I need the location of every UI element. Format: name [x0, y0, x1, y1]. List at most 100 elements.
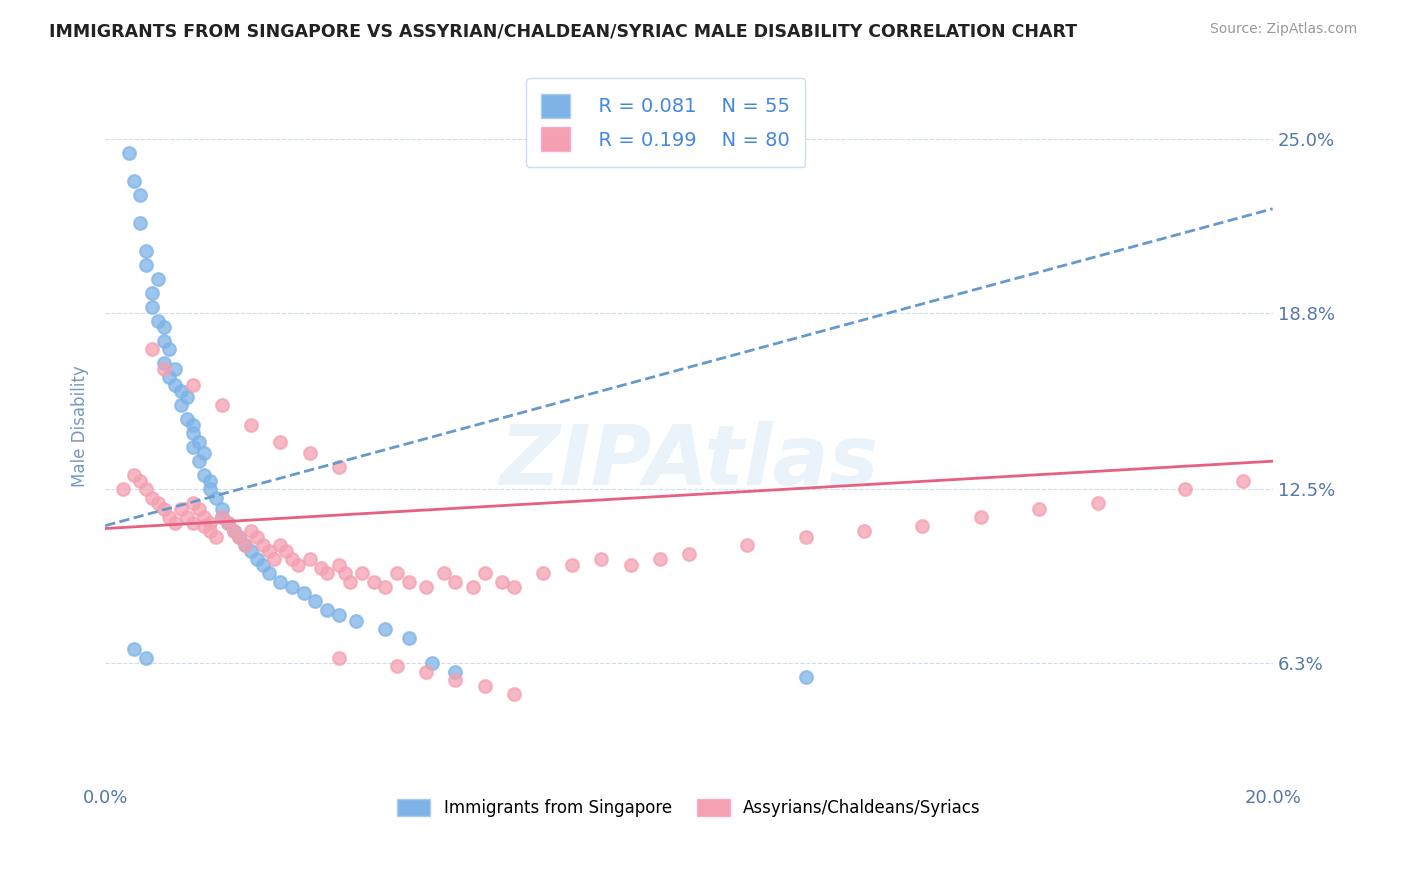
Point	[146, 496, 169, 510]
Point	[309, 561, 332, 575]
Point	[1174, 482, 1197, 496]
Point	[444, 673, 467, 687]
Point	[328, 558, 350, 572]
Point	[444, 665, 467, 679]
Point	[193, 510, 215, 524]
Point	[794, 670, 817, 684]
Point	[181, 378, 204, 392]
Point	[111, 482, 134, 496]
Point	[200, 482, 222, 496]
Point	[911, 518, 934, 533]
Point	[240, 524, 263, 539]
Point	[853, 524, 876, 539]
Text: Source: ZipAtlas.com: Source: ZipAtlas.com	[1209, 22, 1357, 37]
Point	[217, 516, 239, 530]
Point	[165, 361, 187, 376]
Point	[135, 244, 157, 258]
Point	[141, 342, 163, 356]
Point	[211, 510, 233, 524]
Point	[170, 398, 193, 412]
Point	[287, 558, 309, 572]
Point	[176, 412, 198, 426]
Point	[420, 656, 443, 670]
Point	[152, 356, 174, 370]
Point	[200, 474, 222, 488]
Point	[240, 544, 263, 558]
Point	[152, 501, 174, 516]
Text: ZIPAtlas: ZIPAtlas	[499, 421, 879, 502]
Point	[152, 361, 174, 376]
Point	[200, 524, 222, 539]
Point	[135, 258, 157, 272]
Text: IMMIGRANTS FROM SINGAPORE VS ASSYRIAN/CHALDEAN/SYRIAC MALE DISABILITY CORRELATIO: IMMIGRANTS FROM SINGAPORE VS ASSYRIAN/CH…	[49, 22, 1077, 40]
Point	[269, 538, 291, 552]
Point	[619, 558, 641, 572]
Point	[794, 530, 817, 544]
Point	[170, 501, 193, 516]
Point	[165, 378, 187, 392]
Point	[415, 581, 437, 595]
Point	[146, 314, 169, 328]
Point	[316, 566, 339, 581]
Legend: Immigrants from Singapore, Assyrians/Chaldeans/Syriacs: Immigrants from Singapore, Assyrians/Cha…	[388, 790, 990, 825]
Point	[165, 516, 187, 530]
Point	[157, 370, 180, 384]
Point	[157, 342, 180, 356]
Point	[252, 538, 274, 552]
Point	[217, 516, 239, 530]
Point	[461, 581, 484, 595]
Point	[304, 594, 326, 608]
Point	[281, 581, 304, 595]
Point	[433, 566, 456, 581]
Point	[193, 468, 215, 483]
Point	[591, 552, 613, 566]
Point	[292, 586, 315, 600]
Point	[737, 538, 759, 552]
Point	[474, 566, 496, 581]
Point	[491, 574, 513, 589]
Point	[200, 516, 222, 530]
Point	[1232, 474, 1254, 488]
Point	[135, 482, 157, 496]
Point	[233, 538, 256, 552]
Point	[135, 650, 157, 665]
Point	[240, 417, 263, 432]
Point	[339, 574, 361, 589]
Point	[1028, 501, 1050, 516]
Point	[385, 659, 408, 673]
Point	[246, 530, 269, 544]
Point	[281, 552, 304, 566]
Point	[205, 491, 228, 505]
Point	[176, 390, 198, 404]
Point	[276, 544, 298, 558]
Point	[193, 446, 215, 460]
Point	[385, 566, 408, 581]
Point	[181, 426, 204, 441]
Point	[328, 650, 350, 665]
Point	[129, 474, 152, 488]
Point	[181, 440, 204, 454]
Point	[648, 552, 671, 566]
Point	[187, 454, 209, 468]
Point	[141, 285, 163, 300]
Point	[269, 574, 291, 589]
Point	[170, 384, 193, 398]
Point	[316, 603, 339, 617]
Point	[252, 558, 274, 572]
Point	[352, 566, 374, 581]
Point	[152, 319, 174, 334]
Y-axis label: Male Disability: Male Disability	[72, 365, 89, 487]
Point	[146, 272, 169, 286]
Point	[152, 334, 174, 348]
Point	[298, 552, 321, 566]
Point	[211, 398, 233, 412]
Point	[561, 558, 583, 572]
Point	[444, 574, 467, 589]
Point	[374, 623, 396, 637]
Point	[363, 574, 385, 589]
Point	[344, 614, 367, 628]
Point	[269, 434, 291, 449]
Point	[233, 538, 256, 552]
Point	[124, 174, 146, 188]
Point	[222, 524, 245, 539]
